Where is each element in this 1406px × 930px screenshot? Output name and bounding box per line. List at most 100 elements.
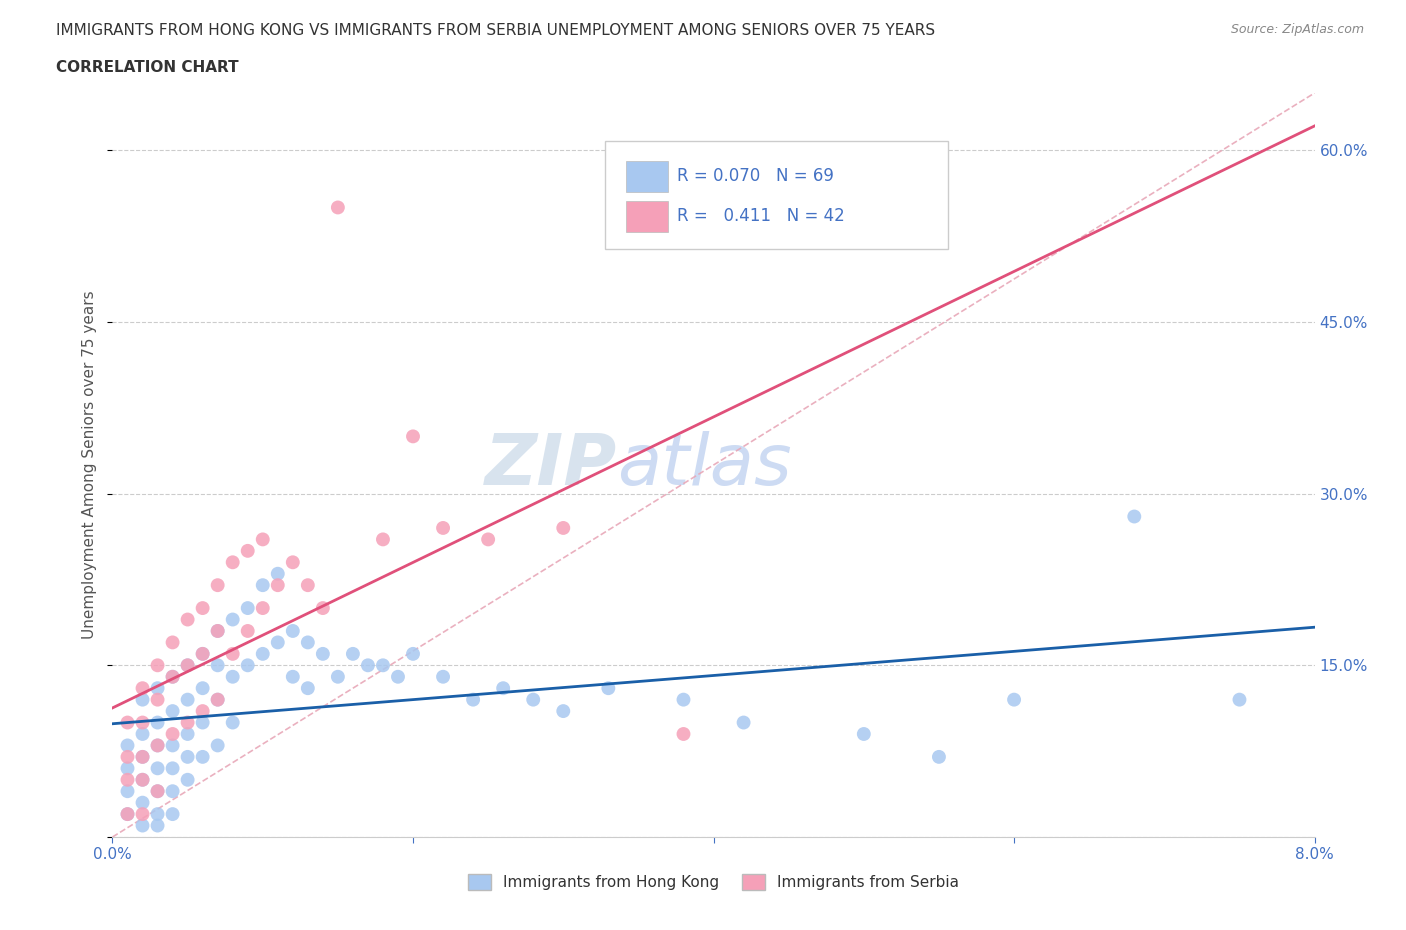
Point [117, 806, 139, 821]
Point [342, 646, 364, 661]
Point [191, 646, 214, 661]
Point [461, 692, 484, 707]
Point [312, 601, 335, 616]
Point [281, 555, 304, 570]
Point [236, 543, 259, 558]
Point [117, 772, 139, 787]
Point [371, 658, 394, 672]
Point [131, 795, 153, 810]
Point [252, 532, 274, 547]
Point [357, 658, 380, 672]
Point [672, 726, 695, 741]
Point [402, 646, 425, 661]
Point [162, 670, 184, 684]
Point [131, 692, 153, 707]
Point [176, 692, 198, 707]
Point [146, 738, 169, 753]
Point [131, 681, 153, 696]
Point [117, 738, 139, 753]
Point [176, 715, 198, 730]
Text: R = 0.070   N = 69: R = 0.070 N = 69 [678, 167, 834, 185]
Point [222, 555, 245, 570]
Point [191, 750, 214, 764]
Point [191, 681, 214, 696]
Point [281, 623, 304, 638]
Point [326, 670, 349, 684]
Point [207, 578, 229, 592]
Point [733, 715, 755, 730]
Point [162, 704, 184, 719]
Text: CORRELATION CHART: CORRELATION CHART [56, 60, 239, 75]
Point [176, 612, 198, 627]
Point [131, 772, 153, 787]
Point [1123, 509, 1146, 524]
Point [553, 521, 575, 536]
Point [207, 658, 229, 672]
Point [222, 715, 245, 730]
Point [297, 681, 319, 696]
Point [162, 761, 184, 776]
Text: IMMIGRANTS FROM HONG KONG VS IMMIGRANTS FROM SERBIA UNEMPLOYMENT AMONG SENIORS O: IMMIGRANTS FROM HONG KONG VS IMMIGRANTS … [56, 23, 935, 38]
Point [222, 646, 245, 661]
Point [326, 200, 349, 215]
Y-axis label: Unemployment Among Seniors over 75 years: Unemployment Among Seniors over 75 years [82, 291, 97, 639]
Point [1002, 692, 1025, 707]
Point [131, 818, 153, 833]
Point [267, 635, 290, 650]
Point [146, 658, 169, 672]
Point [267, 566, 290, 581]
Point [162, 670, 184, 684]
Point [432, 670, 454, 684]
Point [162, 726, 184, 741]
Point [146, 806, 169, 821]
Point [371, 532, 394, 547]
Point [146, 784, 169, 799]
Point [131, 715, 153, 730]
Point [146, 681, 169, 696]
Point [236, 658, 259, 672]
Point [207, 623, 229, 638]
Point [162, 738, 184, 753]
Point [432, 521, 454, 536]
Point [281, 670, 304, 684]
Point [176, 658, 198, 672]
Point [267, 578, 290, 592]
Point [117, 715, 139, 730]
Point [176, 750, 198, 764]
Point [236, 623, 259, 638]
Point [222, 670, 245, 684]
Point [146, 738, 169, 753]
Point [162, 784, 184, 799]
Point [146, 761, 169, 776]
Point [176, 726, 198, 741]
Point [176, 772, 198, 787]
Point [131, 750, 153, 764]
Point [191, 704, 214, 719]
Point [117, 784, 139, 799]
Point [207, 692, 229, 707]
Point [162, 806, 184, 821]
Bar [626, 201, 668, 232]
Point [522, 692, 544, 707]
Point [131, 806, 153, 821]
Point [312, 646, 335, 661]
Text: atlas: atlas [617, 431, 792, 499]
Bar [626, 161, 668, 192]
Point [131, 750, 153, 764]
Point [117, 761, 139, 776]
Point [131, 726, 153, 741]
Point [252, 646, 274, 661]
Point [477, 532, 499, 547]
Point [146, 818, 169, 833]
Text: ZIP: ZIP [485, 431, 617, 499]
Point [176, 658, 198, 672]
FancyBboxPatch shape [606, 141, 948, 249]
Point [191, 715, 214, 730]
Point [297, 635, 319, 650]
Point [252, 601, 274, 616]
Point [222, 612, 245, 627]
Point [297, 578, 319, 592]
Point [928, 750, 950, 764]
Point [252, 578, 274, 592]
Point [146, 784, 169, 799]
